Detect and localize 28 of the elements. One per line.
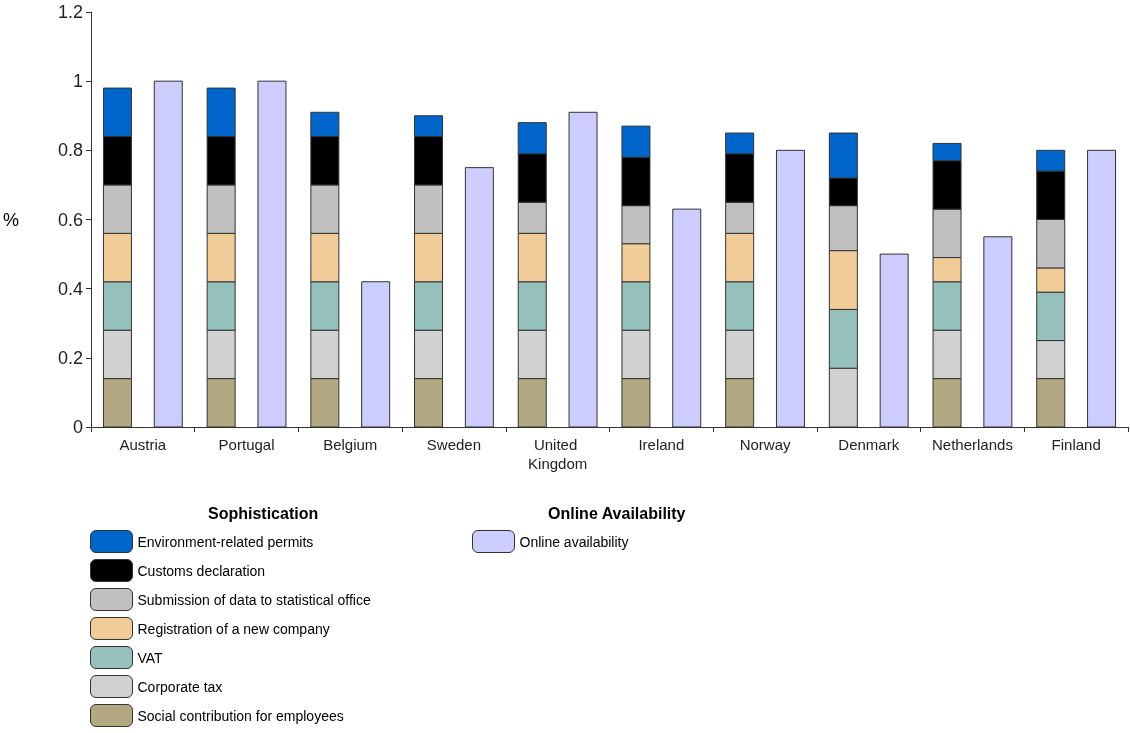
x-tick-label: Denmark (838, 436, 900, 453)
y-tick-label: 1 (72, 71, 83, 92)
legend-label: Submission of data to statistical office (137, 591, 371, 608)
y-tick-label: 0.6 (57, 209, 83, 230)
y-tick-label: 1.2 (57, 2, 83, 22)
x-tick-label: Belgium (323, 436, 378, 453)
y-tick-label: 0.4 (57, 278, 83, 299)
y-tick-label: 0 (72, 417, 83, 437)
text: Online Availability (548, 504, 686, 522)
legend-label: Customs declaration (137, 562, 266, 579)
legend-label: Registration of a new company (137, 620, 330, 637)
legend-label: Corporate tax (137, 678, 223, 695)
y-axis-title: % (2, 209, 19, 230)
legend-label: Social contribution for employees (137, 707, 344, 724)
x-tick-label: Ireland (638, 436, 685, 453)
legend-label: Online availability (519, 533, 629, 550)
x-tick-label: Portugal (218, 436, 275, 453)
x-tick-label: Netherlands (932, 436, 1013, 453)
y-tick-label: 0.8 (57, 140, 83, 161)
x-tick-label: Sweden (426, 436, 482, 453)
y-tick-label: 0.2 (57, 347, 83, 368)
legend-label: VAT (137, 649, 164, 666)
legend-label: Environment-related permits (137, 533, 314, 550)
x-tick-label: Austria (119, 436, 167, 453)
x-tick-label: United Kingdom (528, 436, 588, 472)
text: Sophistication (208, 504, 319, 522)
x-tick-label: Norway (739, 436, 791, 453)
x-tick-label: Finland (1051, 436, 1101, 453)
